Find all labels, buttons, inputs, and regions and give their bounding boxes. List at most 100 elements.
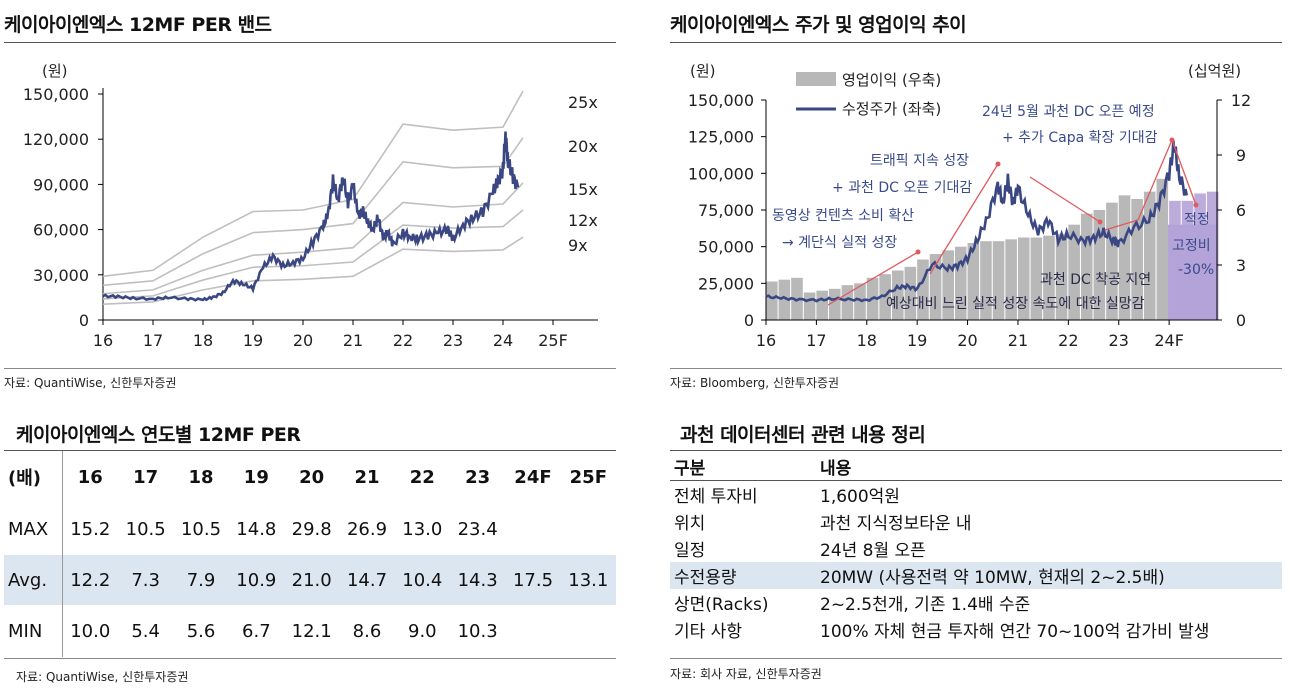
table-cell: 5.6	[186, 620, 216, 642]
x-tick-label: 17	[143, 331, 163, 350]
right-tick-label: 3	[1236, 256, 1246, 275]
table-cell: 10.3	[457, 620, 498, 642]
source-rule	[4, 368, 616, 369]
op-profit-bar	[954, 246, 967, 320]
op-profit-bar	[1181, 200, 1194, 320]
table-cell: 2~2.5천개, 기존 1.4배 수준	[820, 595, 1031, 615]
x-tick-label: 20	[293, 331, 313, 350]
op-profit-bar	[917, 259, 929, 320]
table-cell: 전체 투자비	[674, 487, 758, 507]
table-cell: 13.1	[560, 555, 616, 605]
annotation-text: 24년 5월 과천 DC 오픈 예정	[982, 104, 1155, 120]
arrow-head	[995, 161, 1001, 167]
op-profit-bar	[1068, 224, 1080, 320]
table-cell: 10.9	[228, 555, 284, 605]
op-profit-bar	[1118, 195, 1131, 320]
op-profit-bar	[980, 241, 992, 320]
right-tick-label: 0	[1236, 311, 1246, 330]
x-tick-label: 18	[857, 331, 877, 350]
table-row: MAX 15.2 10.5 10.5 14.8 29.8 26.9 13.0 2…	[4, 503, 616, 555]
annotation-arrow	[827, 251, 919, 306]
price-line	[102, 131, 520, 302]
per-band-line-20x	[102, 137, 524, 287]
op-profit-bar	[1143, 191, 1156, 320]
table-cell: 10.5	[180, 518, 222, 540]
table-row: 수전용량 20MW (사용전력 약 10MW, 현재의 2~2.5배)	[670, 562, 1282, 589]
left-unit-label: (원)	[690, 62, 716, 80]
table-cell: Avg.	[4, 555, 63, 605]
op-profit-bar	[929, 254, 942, 320]
x-tick-label: 23	[1109, 331, 1129, 350]
right-tick-label: 6	[1236, 201, 1246, 220]
op-profit-bar	[766, 281, 778, 320]
table-header-cell: 18	[188, 466, 214, 488]
y-tick-label: 60,000	[33, 221, 89, 240]
x-tick-label: 25F	[538, 331, 568, 350]
table-cell: 5.4	[131, 620, 160, 642]
table-header-cell: 19	[243, 466, 269, 488]
table-cell: MAX	[4, 503, 63, 555]
y-tick-label: 0	[79, 311, 89, 330]
table-header-cell: 24F	[514, 466, 552, 488]
table-cell: 6.7	[242, 620, 271, 642]
table-header-cell: 구분	[674, 458, 706, 479]
op-profit-bar	[891, 270, 904, 320]
op-profit-bar	[1055, 233, 1068, 320]
table-cell: 7.3	[118, 555, 174, 605]
op-profit-bar	[1194, 193, 1206, 320]
annotation-text: 과천 DC 착공 지연	[1040, 272, 1151, 288]
op-profit-bar	[1030, 237, 1043, 320]
dc-table: 구분 내용 전체 투자비 1,600억원 위치 과천 지식정보타운 내 일정 2…	[670, 452, 1282, 643]
annotation-arrow	[1029, 176, 1101, 223]
table-cell: 17.5	[505, 555, 561, 605]
table-header-cell: (배)	[4, 451, 63, 503]
table-header-cell: 20	[299, 466, 325, 488]
legend-bar-label: 영업이익 (우축)	[842, 71, 941, 89]
table-cell: 100% 자체 현금 투자해 연간 70~100억 감가비 발생	[820, 622, 1210, 642]
table-cell	[561, 503, 616, 555]
op-profit-bar	[1131, 199, 1143, 320]
x-tick-label: 22	[393, 331, 413, 350]
op-profit-bar	[1005, 239, 1017, 320]
x-tick-label: 19	[907, 331, 927, 350]
annotation-text: → 계단식 실적 성장	[782, 235, 897, 251]
right-tick-label: 12	[1231, 91, 1251, 110]
table-cell: 13.0	[402, 518, 443, 540]
op-profit-bar	[904, 266, 917, 320]
op-profit-bar	[828, 288, 841, 320]
band-label-9x: 9x	[568, 236, 588, 255]
table-cell: 상면(Racks)	[674, 595, 769, 615]
table-cell: 14.8	[236, 518, 277, 540]
table-cell: 8.6	[352, 620, 382, 642]
table-cell	[505, 605, 560, 657]
op-profit-bar	[778, 279, 791, 320]
per-band-line-12x	[102, 209, 524, 300]
x-tick-label: 24F	[1154, 331, 1184, 350]
table-cell: 20MW (사용전력 약 10MW, 현재의 2~2.5배)	[816, 562, 1282, 589]
x-tick-label: 21	[343, 331, 363, 350]
x-tick-label: 17	[806, 331, 826, 350]
table-row: 상면(Racks) 2~2.5천개, 기존 1.4배 수준	[670, 589, 1282, 616]
table-header-cell: 22	[409, 466, 435, 488]
arrow-head	[1193, 202, 1199, 208]
y-unit-label: (원)	[42, 62, 68, 80]
op-profit-bar	[1017, 237, 1030, 320]
per-table-title: 케이아이엔엑스 연도별 12MF PER	[16, 424, 301, 446]
title-rule	[4, 42, 616, 43]
table-header-row: (배) 16 17 18 19 20 21 22 23 24F 25F	[4, 451, 616, 503]
arrow-head	[1169, 137, 1175, 143]
table-cell: 24년 8월 오픈	[820, 541, 926, 561]
x-tick-label: 24	[493, 331, 513, 350]
table-cell: 기타 사항	[674, 622, 742, 642]
right-unit-label: (십억원)	[1188, 62, 1241, 80]
table-header-row: 구분 내용	[670, 452, 1282, 481]
op-profit-bar	[992, 241, 1005, 320]
table-cell: MIN	[4, 605, 63, 657]
x-tick-label: 16	[756, 331, 776, 350]
table-cell: 26.9	[346, 518, 388, 540]
annotation-text: 동영상 컨텐츠 소비 확산	[772, 208, 914, 224]
x-tick-label: 21	[1008, 331, 1028, 350]
source-note: 자료: 회사 자료, 신한투자증권	[670, 667, 822, 681]
table-cell: 29.8	[291, 518, 332, 540]
table-cell: 14.3	[449, 555, 506, 605]
